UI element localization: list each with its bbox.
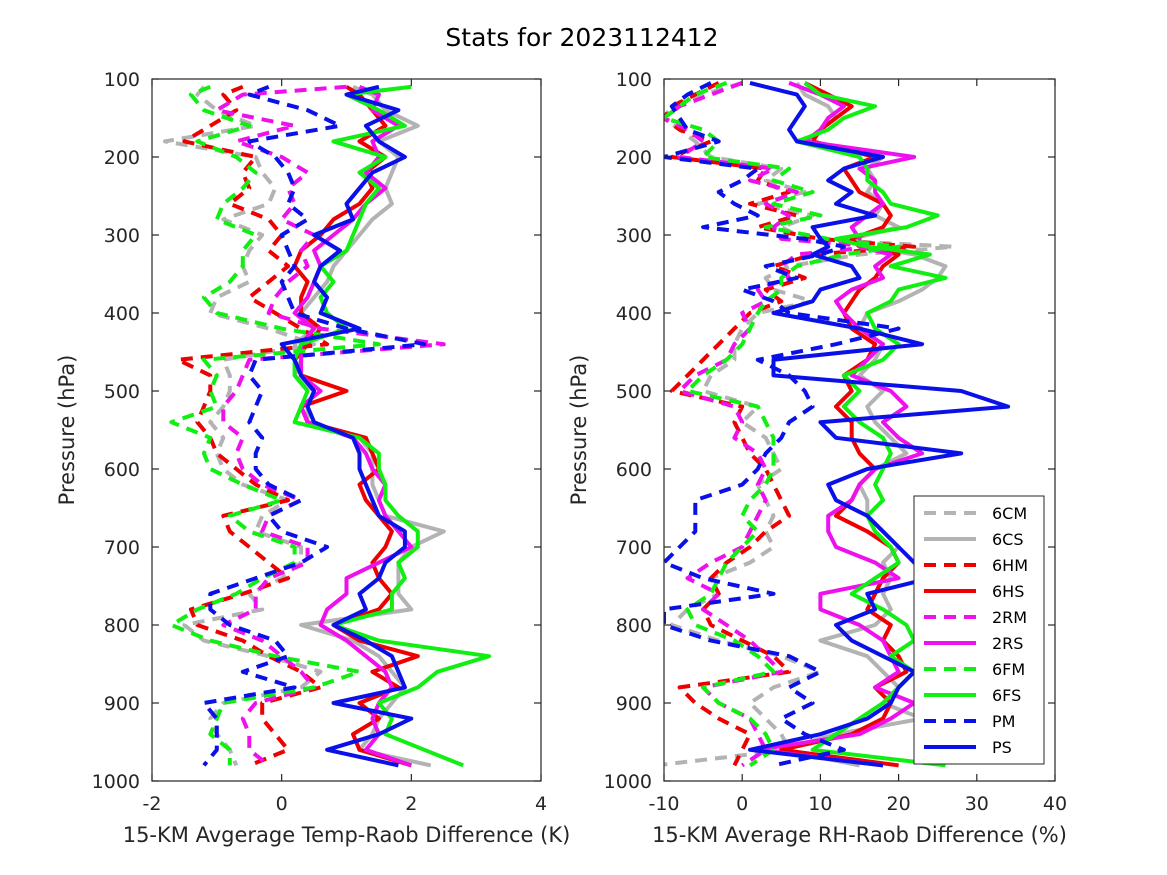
rh-x-tick-label: 0 <box>736 793 748 815</box>
temp-y-tick-label: 400 <box>104 303 140 325</box>
rh-y-tick-label: 1000 <box>604 771 652 793</box>
legend-label-2rm: 2RM <box>992 608 1027 627</box>
legend-label-6cs: 6CS <box>992 530 1024 549</box>
temp-y-axis-label: Pressure (hPa) <box>55 355 79 506</box>
temp-x-tick-label: -2 <box>143 793 162 815</box>
rh-x-tick-label: 40 <box>1043 793 1067 815</box>
figure-title: Stats for 2023112412 <box>445 23 718 52</box>
rh-y-tick-label: 200 <box>616 147 652 169</box>
temp-series-2rs <box>292 84 414 768</box>
temp-x-tick-label: 4 <box>535 793 547 815</box>
rh-x-tick-label: 20 <box>887 793 911 815</box>
rh-y-axis-label: Pressure (hPa) <box>567 355 591 506</box>
legend-label-6cm: 6CM <box>992 504 1027 523</box>
rh-y-tick-label: 900 <box>616 693 652 715</box>
temp-y-tick-label: 900 <box>104 693 140 715</box>
temp-x-tick-label: 2 <box>405 793 417 815</box>
rh-difference-panel: -10 0 10 20 30 40 100 200 300 400 500 600 700 800 900 1… <box>567 69 1067 847</box>
legend-label-6hm: 6HM <box>992 556 1028 575</box>
rh-series-pm <box>664 81 901 768</box>
rh-y-tick-label: 700 <box>616 537 652 559</box>
temp-series-pm <box>201 84 427 767</box>
legend-box <box>913 495 1045 765</box>
rh-series-6hm <box>664 81 917 767</box>
rh-y-tick-label: 100 <box>616 69 652 91</box>
temp-series-group <box>163 84 492 768</box>
temp-y-tick-label: 100 <box>104 69 140 91</box>
temp-series-6cm <box>163 85 323 767</box>
rh-x-tick-label: 10 <box>808 793 832 815</box>
legend: 6CM 6CS 6HM 6HS 2RM 2RS 6FM 6FS PM PS <box>913 495 1045 765</box>
rh-y-tick-label: 300 <box>616 225 652 247</box>
temp-y-tick-label: 200 <box>104 147 140 169</box>
rh-y-tick-label: 600 <box>616 459 652 481</box>
rh-series-ps <box>748 80 1011 768</box>
rh-y-tick-label: 400 <box>616 303 652 325</box>
temp-y-tick-label: 700 <box>104 537 140 559</box>
temp-y-tick-label: 300 <box>104 225 140 247</box>
temp-x-tick-label: 0 <box>276 793 288 815</box>
rh-series-2rm <box>664 81 878 768</box>
legend-label-6fm: 6FM <box>992 660 1025 679</box>
rh-series-6fm <box>664 81 901 768</box>
temp-y-tick-label: 600 <box>104 459 140 481</box>
temp-series-6fm <box>169 84 381 766</box>
rh-y-tick-label: 800 <box>616 615 652 637</box>
temp-y-tick-label: 800 <box>104 615 140 637</box>
legend-label-6fs: 6FS <box>992 686 1021 705</box>
temp-series-ps <box>279 84 414 768</box>
temp-y-tick-label: 1000 <box>92 771 140 793</box>
temp-axes-box <box>151 78 542 782</box>
legend-label-pm: PM <box>992 712 1015 731</box>
legend-label-2rs: 2RS <box>992 634 1023 653</box>
rh-series-group <box>664 80 1011 768</box>
rh-x-axis-label: 15-KM Average RH-Raob Difference (%) <box>652 823 1067 847</box>
temp-y-tick-label: 500 <box>104 381 140 403</box>
temp-series-2rm <box>214 84 446 767</box>
rh-y-tick-label: 500 <box>616 381 652 403</box>
temp-x-axis-label: 15-KM Avgerage Temp-Raob Difference (K) <box>123 823 571 847</box>
legend-label-6hs: 6HS <box>992 582 1024 601</box>
temp-series-6fs <box>292 84 492 768</box>
rh-x-tick-label: 30 <box>965 793 989 815</box>
temp-difference-panel: -2 0 2 4 100 200 300 400 500 600 700 800 900 1000 15-K… <box>55 69 570 847</box>
rh-x-tick-label: -10 <box>648 793 679 815</box>
rh-axes-box <box>663 78 1056 782</box>
rh-series-6cm <box>664 80 956 767</box>
legend-label-ps: PS <box>992 738 1012 757</box>
